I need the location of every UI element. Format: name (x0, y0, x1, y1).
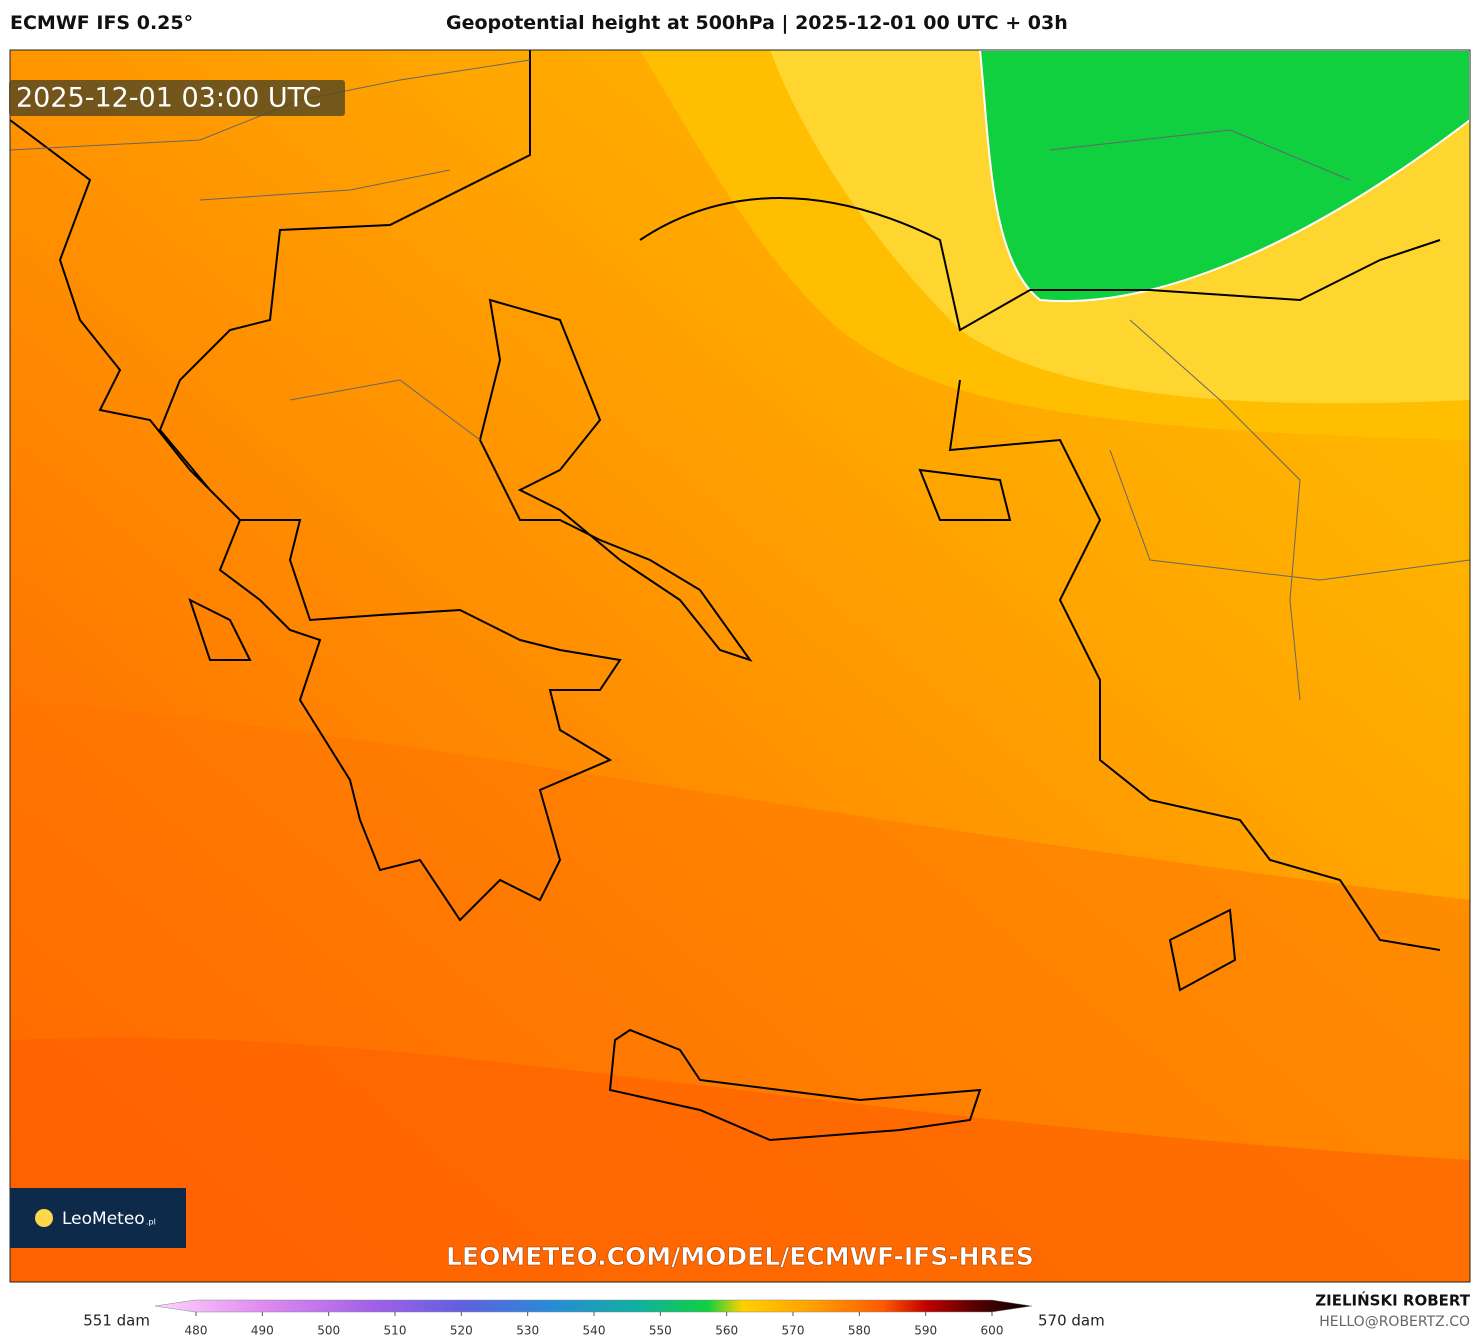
author: ZIELIŃSKI ROBERT (1315, 1291, 1470, 1310)
colorbar: 480 490 500 510 520 530 540 550 560 570 580 590 600 (154, 1299, 1033, 1338)
colorbar-tick-label: 480 (185, 1324, 208, 1338)
colorbar-tick-label: 540 (583, 1324, 606, 1338)
colorbar-max-label: 570 dam (1038, 1312, 1105, 1330)
source-url: LEOMETEO.COM/MODEL/ECMWF-IFS-HRES (446, 1242, 1034, 1271)
colorbar-tick-label: 600 (981, 1324, 1004, 1338)
logo-suffix: .pl (146, 1218, 156, 1227)
colorbar-tick-label: 580 (848, 1324, 871, 1338)
map-field (10, 50, 1470, 1282)
logo-text: LeoMeteo (62, 1209, 145, 1229)
colorbar-tick-label: 560 (715, 1324, 738, 1338)
colorbar-tick-label: 550 (649, 1324, 672, 1338)
model-name: ECMWF IFS 0.25° (10, 12, 194, 34)
colorbar-tick-label: 520 (450, 1324, 473, 1338)
colorbar-tick-label: 510 (384, 1324, 407, 1338)
colorbar-tick-label: 530 (516, 1324, 539, 1338)
timestamp-box (9, 80, 345, 116)
timestamp: 2025-12-01 03:00 UTC (16, 83, 321, 114)
chart-title: Geopotential height at 500hPa | 2025-12-… (446, 12, 1068, 34)
colorbar-tick-label: 590 (914, 1324, 937, 1338)
colorbar-min-label: 551 dam (83, 1312, 150, 1330)
colorbar-tick-label: 490 (251, 1324, 274, 1338)
colorbar-tick-label: 500 (317, 1324, 340, 1338)
email: HELLO@ROBERTZ.CO (1319, 1314, 1470, 1330)
colorbar-tick-label: 570 (782, 1324, 805, 1338)
logo-sun (35, 1209, 53, 1227)
